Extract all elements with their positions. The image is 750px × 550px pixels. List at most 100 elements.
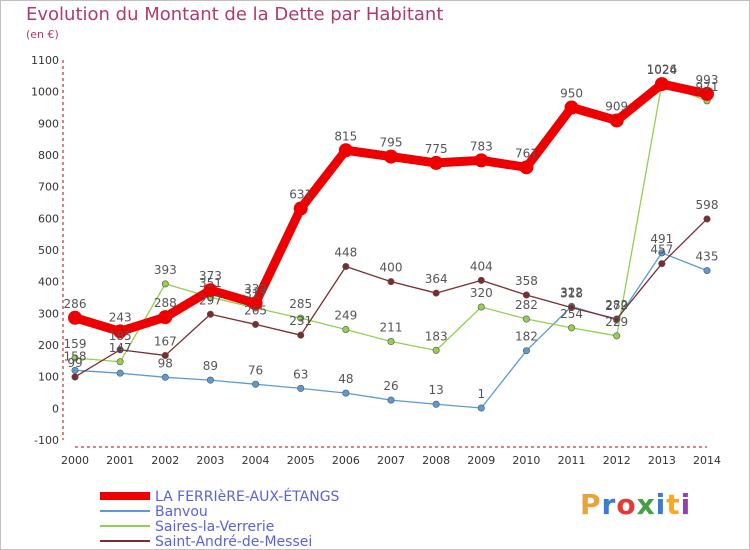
data-label: 147 [109, 341, 132, 355]
data-label: 282 [605, 298, 628, 312]
data-point [613, 332, 621, 340]
x-tick-label: 2002 [151, 454, 179, 467]
x-tick-label: 2007 [377, 454, 405, 467]
data-point [116, 358, 124, 366]
data-point [522, 347, 530, 355]
data-point [432, 400, 440, 408]
data-point [252, 380, 260, 388]
data-label: 332 [244, 282, 267, 296]
data-label: 282 [515, 298, 538, 312]
data-point [654, 77, 669, 92]
proxiti-logo: Proxiti [580, 488, 691, 521]
data-label: 89 [203, 359, 218, 373]
x-tick-label: 2012 [603, 454, 631, 467]
y-tick-label: 0 [52, 402, 59, 415]
data-label: 358 [515, 274, 538, 288]
data-point [519, 160, 534, 175]
data-label: 48 [338, 372, 353, 386]
data-label: 351 [199, 276, 222, 290]
data-point [158, 310, 173, 325]
data-point [338, 143, 353, 158]
data-point [293, 201, 308, 216]
data-point [161, 280, 169, 288]
data-label: 26 [383, 379, 398, 393]
data-label: 318 [560, 287, 583, 301]
data-label: 993 [696, 73, 719, 87]
y-tick-label: 100 [38, 371, 59, 384]
x-tick-label: 2013 [648, 454, 676, 467]
data-point [71, 373, 79, 381]
data-point [116, 346, 124, 354]
x-axis-ticks: 2000 2001 2002 2003 2004 2005 2006 2007 2008 2009… [61, 454, 721, 467]
data-label: 1 [477, 387, 485, 401]
data-point [700, 86, 714, 101]
data-label: 393 [154, 263, 177, 277]
data-label: 320 [470, 286, 493, 300]
data-label: 435 [696, 250, 719, 264]
data-point [568, 324, 576, 332]
data-point [252, 320, 260, 328]
y-tick-label: 200 [38, 339, 59, 352]
data-label: 99 [67, 356, 82, 370]
logo-letter: x [636, 488, 656, 521]
data-label: 182 [515, 330, 538, 344]
data-label: 631 [289, 188, 312, 202]
data-point [342, 389, 350, 397]
data-label: 159 [64, 337, 87, 351]
data-label: 317 [244, 287, 267, 301]
data-point [568, 304, 576, 312]
data-label: 909 [605, 99, 628, 113]
legend-label: Saires-la-Verrerie [155, 519, 274, 535]
data-point [342, 325, 350, 333]
data-label: 404 [470, 259, 493, 273]
legend-label: LA FERRIèRE-AUX-ÉTANGS [155, 488, 340, 505]
data-label: 815 [334, 129, 357, 143]
data-label: 971 [696, 80, 719, 94]
y-tick-label: 600 [38, 212, 59, 225]
data-label: 231 [289, 314, 312, 328]
data-label: 286 [64, 297, 87, 311]
y-tick-label: 900 [38, 117, 59, 130]
data-label: 265 [244, 303, 267, 317]
x-tick-label: 2005 [287, 454, 315, 467]
x-tick-label: 2003 [196, 454, 224, 467]
data-label: 183 [425, 329, 448, 343]
x-tick-label: 2010 [512, 454, 540, 467]
series-lines [68, 77, 714, 412]
y-tick-label: 1100 [31, 54, 59, 67]
y-tick-label: -100 [34, 434, 59, 447]
data-point [71, 354, 79, 362]
data-label: 783 [470, 139, 493, 153]
data-labels: 158 98 89 76 63 48 26 13 1 182 322 279 491 435 159 147 3… [64, 62, 719, 401]
data-label: 98 [158, 356, 173, 370]
data-label: 322 [560, 285, 583, 299]
data-label: 950 [560, 87, 583, 101]
data-label: 167 [154, 334, 177, 348]
data-point [522, 291, 530, 299]
logo-letter: P [580, 488, 602, 521]
data-point [432, 346, 440, 354]
data-point [658, 260, 666, 268]
chart-unit: (en €) [26, 28, 59, 41]
data-point [297, 314, 305, 322]
data-label: 285 [289, 297, 312, 311]
y-tick-label: 700 [38, 181, 59, 194]
data-label: 1024 [647, 63, 678, 77]
data-label: 775 [425, 142, 448, 156]
y-axis-ticks: -100 0 100 200 300 400 500 600 700 800 900 1000 1100 [31, 54, 59, 447]
data-point [161, 373, 169, 381]
logo-letter: t [666, 488, 681, 521]
legend-label: Banvou [155, 504, 208, 520]
x-tick-label: 2000 [61, 454, 89, 467]
data-point [613, 315, 621, 323]
y-tick-label: 1000 [31, 86, 59, 99]
x-tick-label: 2011 [558, 454, 586, 467]
data-label: 297 [199, 293, 222, 307]
data-point [474, 153, 489, 168]
data-point [429, 155, 444, 170]
data-label: 364 [425, 272, 448, 286]
chart-title: Evolution du Montant de la Dette par Hab… [26, 4, 444, 25]
data-label: 63 [293, 367, 308, 381]
data-label: 373 [199, 269, 222, 283]
